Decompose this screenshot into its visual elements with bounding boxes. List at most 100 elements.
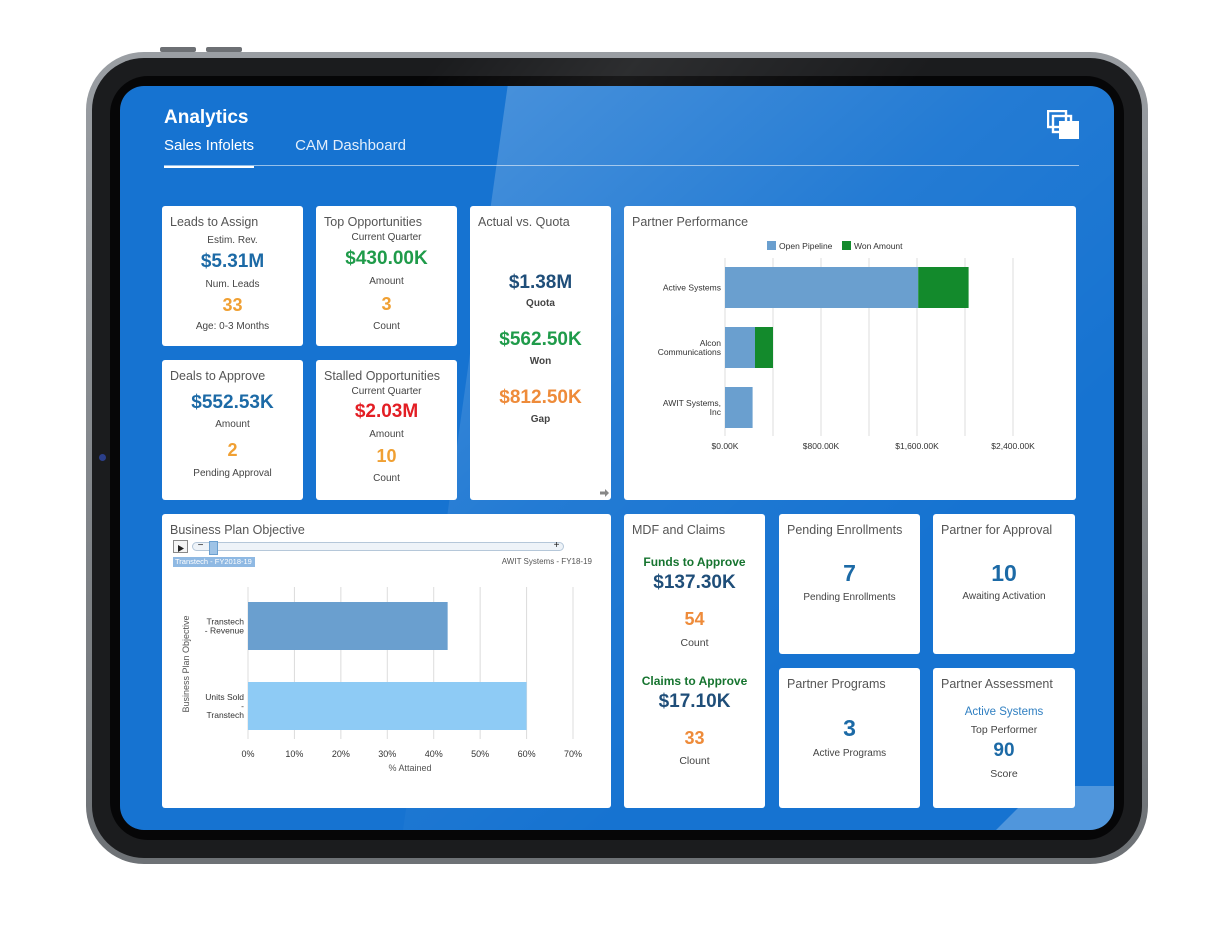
- amount-value: $2.03M: [354, 401, 419, 422]
- stalled-opportunities-card[interactable]: Stalled Opportunities Current Quarter $2…: [316, 360, 457, 500]
- count-label: Count: [373, 473, 400, 484]
- bar-open-pipeline: [725, 387, 753, 428]
- current-quarter-label: Current Quarter: [351, 386, 422, 397]
- pending-count-value: 2: [227, 440, 238, 460]
- category-label: Transtech: [207, 617, 245, 627]
- category-label: Units Sold: [205, 692, 244, 702]
- enrollments-value: 7: [843, 560, 856, 586]
- funds-value: $137.30K: [653, 572, 736, 593]
- card-title: Top Opportunities: [324, 215, 422, 229]
- tab-cam-dashboard[interactable]: CAM Dashboard: [295, 137, 406, 154]
- funds-count-value: 54: [684, 609, 705, 629]
- leads-to-assign-card[interactable]: Leads to Assign Estim. Rev. $5.31M Num. …: [162, 206, 303, 346]
- card-title: Partner Assessment: [941, 677, 1053, 691]
- claims-value: $17.10K: [658, 691, 731, 712]
- score-value: 90: [993, 740, 1015, 761]
- x-tick-label: $0.00K: [712, 441, 739, 451]
- gap-value: $812.50K: [499, 387, 582, 408]
- category-label: Communications: [658, 347, 721, 357]
- app-switcher-icon[interactable]: [1047, 110, 1081, 140]
- won-label: Won: [529, 356, 552, 367]
- card-title: Business Plan Objective: [170, 523, 305, 537]
- slider-handle[interactable]: [209, 541, 218, 555]
- won-value: $562.50K: [499, 329, 582, 350]
- x-tick-label: 10%: [285, 749, 303, 759]
- x-tick-label: 60%: [518, 749, 536, 759]
- camera-dot: [99, 454, 106, 461]
- amount-label: Amount: [215, 419, 250, 430]
- pending-approval-label: Pending Approval: [193, 468, 272, 479]
- card-title: Leads to Assign: [170, 215, 259, 229]
- bar-won-amount: [755, 327, 773, 368]
- app-screen: Analytics Sales Infolets CAM Dashboard L…: [120, 86, 1114, 830]
- drill-arrow-icon[interactable]: [600, 489, 609, 497]
- gap-label: Gap: [530, 414, 551, 425]
- card-title: Partner Programs: [787, 677, 886, 691]
- partner-performance-chart: Open Pipeline Won Amount $0.00K $800.00K $1,…: [658, 241, 1035, 451]
- estim-rev-value: $5.31M: [200, 251, 265, 272]
- bar-open-pipeline: [725, 267, 919, 308]
- slider-left-label: Transtech - FY2018-19: [173, 557, 255, 567]
- tab-divider: [164, 165, 1079, 166]
- x-tick-label: 50%: [471, 749, 489, 759]
- enrollments-label: Pending Enrollments: [803, 592, 896, 603]
- x-tick-label: 20%: [332, 749, 350, 759]
- category-label: -: [241, 701, 244, 711]
- amount-value: $430.00K: [345, 248, 428, 269]
- card-title: Deals to Approve: [170, 369, 266, 383]
- category-label: Active Systems: [663, 283, 721, 293]
- claims-count-value: 33: [684, 728, 705, 748]
- amount-value: $552.53K: [191, 392, 274, 413]
- partner-performance-card[interactable]: Partner Performance Open Pipeline Won Amo…: [624, 206, 1076, 500]
- quota-label: Quota: [526, 298, 555, 309]
- slider-right-label: AWIT Systems - FY18-19: [501, 557, 592, 566]
- category-label: Transtech: [207, 710, 245, 720]
- top-opportunities-card[interactable]: Top Opportunities Current Quarter $430.0…: [316, 206, 457, 346]
- category-label: Alcon: [700, 338, 722, 348]
- x-tick-label: 70%: [564, 749, 582, 759]
- card-title: Partner Performance: [632, 215, 749, 229]
- actual-vs-quota-card[interactable]: Actual vs. Quota $1.38M Quota $562.50K W…: [470, 206, 611, 500]
- top-performer-link[interactable]: Active Systems: [964, 706, 1044, 718]
- partner-programs-card[interactable]: Partner Programs 3 Active Programs: [779, 668, 920, 808]
- x-tick-label: 40%: [425, 749, 443, 759]
- score-label: Score: [990, 768, 1018, 780]
- category-label: - Revenue: [205, 626, 244, 636]
- programs-value: 3: [843, 715, 856, 741]
- claims-to-approve-heading: Claims to Approve: [641, 674, 748, 688]
- deals-to-approve-card[interactable]: Deals to Approve $552.53K Amount 2 Pendi…: [162, 360, 303, 500]
- volume-button: [160, 47, 196, 52]
- card-title: Partner for Approval: [941, 523, 1053, 537]
- legend-swatch-open-pipeline: [767, 241, 776, 250]
- plus-icon[interactable]: +: [553, 540, 560, 551]
- mdf-and-claims-card[interactable]: MDF and Claims Funds to Approve $137.30K…: [624, 514, 765, 808]
- category-label: Inc: [710, 407, 722, 417]
- time-slider[interactable]: [192, 542, 564, 551]
- pending-enrollments-card[interactable]: Pending Enrollments 7 Pending Enrollment…: [779, 514, 920, 654]
- y-axis-title: Business Plan Objective: [181, 615, 191, 712]
- claims-count-label: Clount: [679, 755, 710, 767]
- count-label: Count: [373, 321, 400, 332]
- amount-label: Amount: [369, 276, 404, 287]
- legend-swatch-won-amount: [842, 241, 851, 250]
- card-title: Pending Enrollments: [787, 523, 903, 537]
- partner-for-approval-card[interactable]: Partner for Approval 10 Awaiting Activat…: [933, 514, 1075, 654]
- x-tick-label: $1,600.00K: [895, 441, 939, 451]
- play-button[interactable]: [173, 540, 188, 553]
- business-plan-objective-card[interactable]: Business Plan Objective − + Transtech - …: [162, 514, 611, 808]
- partner-assessment-card[interactable]: Partner Assessment Active Systems Top Pe…: [933, 668, 1075, 808]
- bar: [248, 682, 527, 730]
- card-title: Stalled Opportunities: [324, 369, 441, 383]
- category-label: AWIT Systems,: [663, 398, 721, 408]
- tab-sales-infolets[interactable]: Sales Infolets: [164, 137, 255, 168]
- approval-value: 10: [991, 560, 1017, 586]
- funds-count-label: Count: [680, 637, 709, 649]
- business-plan-chart: 0% 10% 20% 30% 40% 50% 60% 70% % Attained Busines…: [181, 587, 582, 773]
- top-performer-label: Top Performer: [970, 724, 1038, 736]
- bar-won-amount: [918, 267, 969, 308]
- play-icon: [178, 545, 184, 552]
- minus-icon[interactable]: −: [197, 540, 204, 551]
- quota-value: $1.38M: [508, 272, 573, 293]
- card-title: Actual vs. Quota: [478, 215, 570, 229]
